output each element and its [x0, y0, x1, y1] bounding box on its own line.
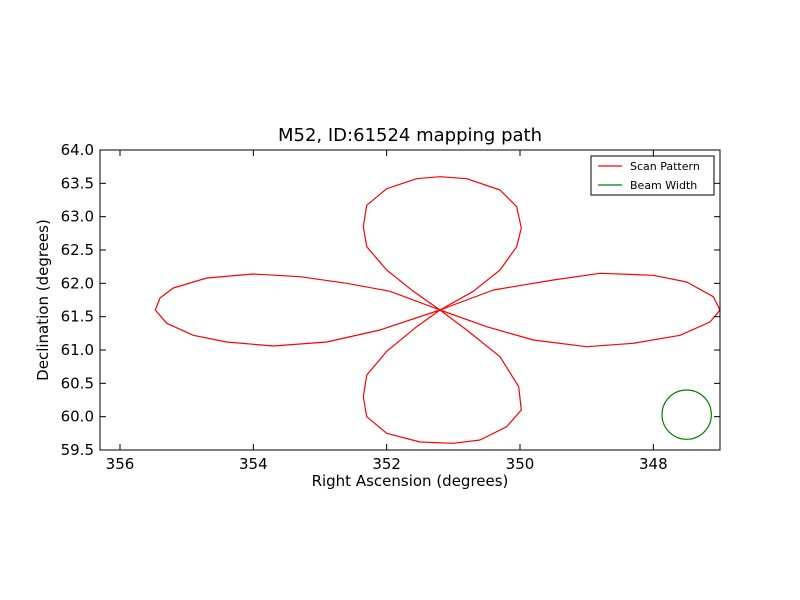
- chart-title: M52, ID:61524 mapping path: [278, 125, 542, 146]
- y-axis-label: Declination (degrees): [34, 219, 52, 381]
- series-beam-width: [661, 389, 712, 440]
- y-tick-label: 60.0: [61, 408, 94, 426]
- x-tick-label: 356: [106, 455, 135, 473]
- legend-box: [590, 155, 715, 196]
- x-tick-label: 348: [639, 455, 668, 473]
- legend: Scan Pattern Beam Width: [590, 155, 715, 196]
- y-tick-label: 62.5: [61, 241, 94, 259]
- y-tick-label: 62.0: [61, 274, 94, 292]
- series-layer: [154, 176, 721, 444]
- y-tick-label: 64.0: [61, 141, 94, 159]
- plot-background: [100, 150, 720, 450]
- legend-label-beam-width: Beam Width: [630, 179, 697, 192]
- x-tick-label: 350: [506, 455, 535, 473]
- x-tick-label: 354: [239, 455, 268, 473]
- y-tick-label: 63.5: [61, 174, 94, 192]
- y-tick-label: 61.0: [61, 341, 94, 359]
- series-scan-pattern: [154, 176, 721, 444]
- legend-label-scan-pattern: Scan Pattern: [630, 160, 700, 173]
- y-axis: 59.5 60.0 60.5 61.0 61.5 62.0 62.5 63.0 63.5 64.0: [61, 141, 720, 459]
- y-tick-label: 61.5: [61, 308, 94, 326]
- y-tick-label: 63.0: [61, 208, 94, 226]
- y-tick-label: 59.5: [61, 441, 94, 459]
- x-axis: 356 354 352 350 348: [106, 150, 668, 473]
- x-axis-label: Right Ascension (degrees): [312, 472, 509, 490]
- plot-area: [99, 149, 721, 451]
- y-tick-label: 60.5: [61, 374, 94, 392]
- x-tick-label: 352: [372, 455, 401, 473]
- axes-frame: [99, 149, 721, 451]
